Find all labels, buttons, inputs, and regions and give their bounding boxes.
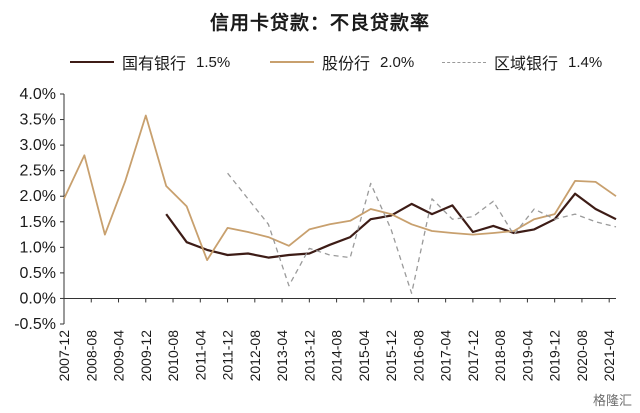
series-line-state-banks: [165, 192, 617, 259]
y-tick-label: 3.5%: [20, 112, 56, 129]
x-tick-label: 2013-12: [301, 330, 317, 382]
legend-label-regional-banks: 区域银行: [494, 54, 559, 73]
series-line-regional-banks: [227, 172, 617, 294]
y-tick-label: 1.0%: [20, 239, 56, 256]
legend-swatch-regional-banks: [442, 61, 486, 63]
x-tick-label: 2014-08: [329, 330, 345, 382]
y-tick-label: 2.5%: [20, 163, 56, 180]
legend-value-regional-banks: 1.4%: [568, 53, 603, 71]
y-tick-label: -0.5%: [14, 316, 56, 333]
x-tick-label: 2021-04: [601, 330, 617, 382]
y-tick-label: 3.0%: [20, 137, 56, 154]
x-tick-label: 2015-04: [356, 330, 372, 382]
watermark: 格隆汇: [592, 394, 632, 409]
x-tick-label: 2008-08: [83, 330, 99, 382]
x-tick-label: 2007-12: [56, 330, 72, 382]
x-tick-label: 2017-04: [438, 330, 454, 382]
x-tick-label: 2010-08: [165, 330, 181, 382]
x-tick-label: 2011-12: [220, 330, 236, 381]
x-tick-label: 2009-12: [138, 330, 154, 382]
y-tick-label: 2.0%: [20, 188, 56, 205]
y-tick-label: 0.0%: [20, 290, 56, 307]
series-line-joint-stock-banks: [63, 114, 617, 261]
x-tick-label: 2018-08: [492, 330, 508, 382]
legend-item-joint-stock-banks: 股份行 2.0%: [270, 50, 414, 74]
x-tick-label: 2013-04: [274, 330, 290, 382]
x-tick-label: 2011-04: [192, 330, 208, 381]
legend-value-state-banks: 1.5%: [196, 53, 231, 71]
legend-swatch-state-banks: [70, 61, 114, 63]
x-tick-label: 2009-04: [111, 330, 127, 382]
x-tick-label: 2019-04: [519, 330, 535, 382]
x-tick-label: 2015-12: [383, 330, 399, 382]
y-tick-label: 1.5%: [20, 214, 56, 231]
y-tick-label: 4.0%: [20, 86, 56, 103]
legend-label-joint-stock-banks: 股份行: [322, 54, 371, 73]
x-tick-label: 2020-08: [574, 330, 590, 382]
y-tick-label: 0.5%: [20, 265, 56, 282]
chart-title: 信用卡贷款：不良贷款率: [209, 12, 430, 34]
legend-item-state-banks: 国有银行 1.5%: [70, 50, 230, 74]
legend-item-regional-banks: 区域银行 1.4%: [442, 50, 602, 74]
legend-value-joint-stock-banks: 2.0%: [380, 53, 415, 71]
x-tick-label: 2019-12: [547, 330, 563, 382]
x-tick-label: 2016-08: [410, 330, 426, 382]
legend-swatch-joint-stock-banks: [270, 61, 314, 63]
legend-label-state-banks: 国有银行: [122, 54, 187, 73]
x-tick-label: 2017-12: [465, 330, 481, 382]
x-tick-label: 2012-08: [247, 330, 263, 382]
legend: 国有银行 1.5% 股份行 2.0% 区域银行 1.4%: [70, 50, 630, 76]
